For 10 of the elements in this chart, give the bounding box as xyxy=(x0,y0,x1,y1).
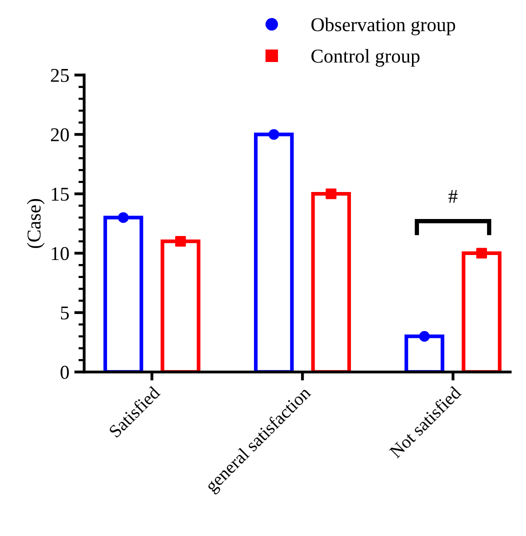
y-tick-label: 10 xyxy=(52,247,69,260)
y-tick-label: 25 xyxy=(50,68,69,82)
legend-label: Control group xyxy=(311,49,420,67)
y-tick-label: 15 xyxy=(52,188,69,201)
annotation: # xyxy=(448,190,458,203)
legend-label: Observation group xyxy=(311,18,456,36)
y-tick-label: 20 xyxy=(50,128,69,142)
y-axis-title: (Case) xyxy=(26,198,45,248)
y-tick-label: 5 xyxy=(60,306,69,320)
y-tick-label: 0 xyxy=(60,366,69,379)
